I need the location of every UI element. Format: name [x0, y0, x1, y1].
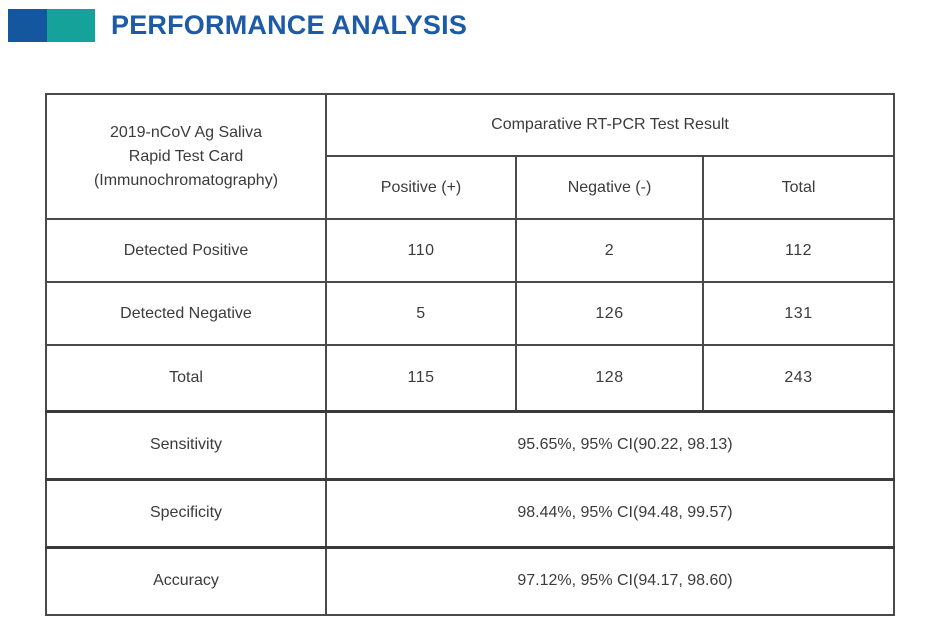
row-label-detected-negative: Detected Negative — [45, 281, 327, 346]
table-row: Positive (+) Negative (-) Total — [46, 155, 895, 220]
stat-label-sensitivity: Sensitivity — [45, 409, 327, 480]
stat-value-specificity: 98.44%, 95% CI(94.48, 99.57) — [325, 477, 895, 548]
row-label-total: Total — [45, 344, 327, 412]
table-row: Accuracy 97.12%, 95% CI(94.17, 98.60) — [45, 545, 895, 616]
cell-value: 5 — [325, 281, 517, 346]
cell-value: 2 — [515, 218, 704, 283]
row-label-detected-positive: Detected Positive — [45, 218, 327, 283]
cell-value: 112 — [702, 218, 895, 283]
stat-value-sensitivity: 95.65%, 95% CI(90.22, 98.13) — [325, 409, 895, 480]
logo-mark — [8, 9, 95, 42]
stat-value-accuracy: 97.12%, 95% CI(94.17, 98.60) — [325, 545, 895, 616]
cell-value: 243 — [702, 344, 895, 412]
stat-label-accuracy: Accuracy — [45, 545, 327, 616]
table-row: Total 115 128 243 — [45, 344, 895, 412]
row-group-header-line3: (Immunochromatography) — [93, 171, 279, 189]
table-row: Detected Positive 110 2 112 — [45, 218, 895, 283]
cell-value: 110 — [325, 218, 517, 283]
row-group-header-line1: 2019-nCoV Ag Saliva — [109, 123, 263, 141]
col-group-header: Comparative RT-PCR Test Result — [325, 93, 895, 157]
cell-value: 131 — [702, 281, 895, 346]
row-group-header: 2019-nCoV Ag Saliva Rapid Test Card (Imm… — [45, 93, 327, 220]
logo-teal-square-icon — [47, 9, 95, 42]
row-group-header-line2: Rapid Test Card — [128, 147, 244, 165]
logo-blue-square-icon — [8, 9, 47, 42]
cell-value: 126 — [515, 281, 704, 346]
cell-value: 128 — [515, 344, 704, 412]
page-header: PERFORMANCE ANALYSIS — [8, 9, 467, 42]
col-header-positive: Positive (+) — [325, 155, 517, 220]
table-row: Specificity 98.44%, 95% CI(94.48, 99.57) — [45, 477, 895, 548]
table-row: 2019-nCoV Ag Saliva Rapid Test Card (Imm… — [45, 93, 895, 220]
table-row: Detected Negative 5 126 131 — [45, 281, 895, 346]
cell-value: 115 — [325, 344, 517, 412]
performance-analysis-table: 2019-nCoV Ag Saliva Rapid Test Card (Imm… — [45, 93, 895, 616]
page-title: PERFORMANCE ANALYSIS — [111, 10, 468, 40]
col-header-negative: Negative (-) — [515, 155, 704, 220]
col-header-total: Total — [702, 155, 895, 220]
stat-label-specificity: Specificity — [45, 477, 327, 548]
table-row: Sensitivity 95.65%, 95% CI(90.22, 98.13) — [45, 409, 895, 480]
